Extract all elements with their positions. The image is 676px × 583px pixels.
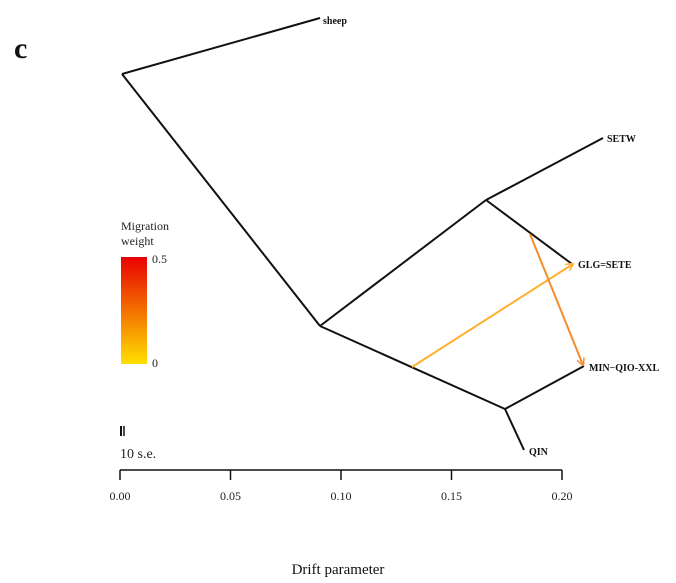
- leaf-label-min-qio-xxl: MIN−QIO-XXL: [589, 363, 659, 374]
- branch-root-inner: [121, 73, 321, 327]
- migration-weight-legend: Migration weight 0.5 0: [121, 219, 169, 370]
- legend-colorbar: [121, 257, 147, 364]
- migration-arrow-to-min-qio-xxl: [529, 233, 583, 365]
- branch-min-qio-xxl: [504, 365, 585, 410]
- x-tick-label: 0.10: [331, 489, 352, 503]
- branch-setw: [485, 137, 604, 201]
- legend-min-label: 0: [152, 356, 158, 370]
- x-tick-label: 0.15: [441, 489, 462, 503]
- branch-inner-upper: [319, 199, 487, 327]
- leaf-label-glg-sete: GLG=SETE: [578, 260, 632, 271]
- migration-arrow-to-glg-sete: [411, 264, 573, 368]
- leaf-label-setw: SETW: [607, 134, 636, 145]
- panel-label: c: [14, 32, 27, 65]
- x-axis-label: Drift parameter: [292, 562, 385, 578]
- leaf-label-sheep: sheep: [323, 16, 347, 27]
- scale-bar: 10 s.e.: [120, 426, 156, 462]
- scale-bar-label: 10 s.e.: [120, 447, 156, 462]
- legend-title-line1: Migration: [121, 219, 169, 233]
- legend-max-label: 0.5: [152, 252, 167, 266]
- x-tick-label: 0.00: [110, 489, 131, 503]
- x-tick-label: 0.05: [220, 489, 241, 503]
- branch-qin: [504, 408, 525, 451]
- x-axis-ticks: 0.00 0.05 0.10 0.15 0.20: [110, 470, 573, 503]
- branch-root-sheep: [121, 17, 321, 75]
- x-axis: 0.00 0.05 0.10 0.15 0.20 Drift parameter: [110, 469, 573, 578]
- migration-edges: [411, 233, 583, 368]
- branch-glg-sete: [485, 199, 573, 265]
- x-tick-label: 0.20: [552, 489, 573, 503]
- leaf-label-qin: QIN: [529, 447, 549, 458]
- legend-title-line2: weight: [121, 234, 154, 248]
